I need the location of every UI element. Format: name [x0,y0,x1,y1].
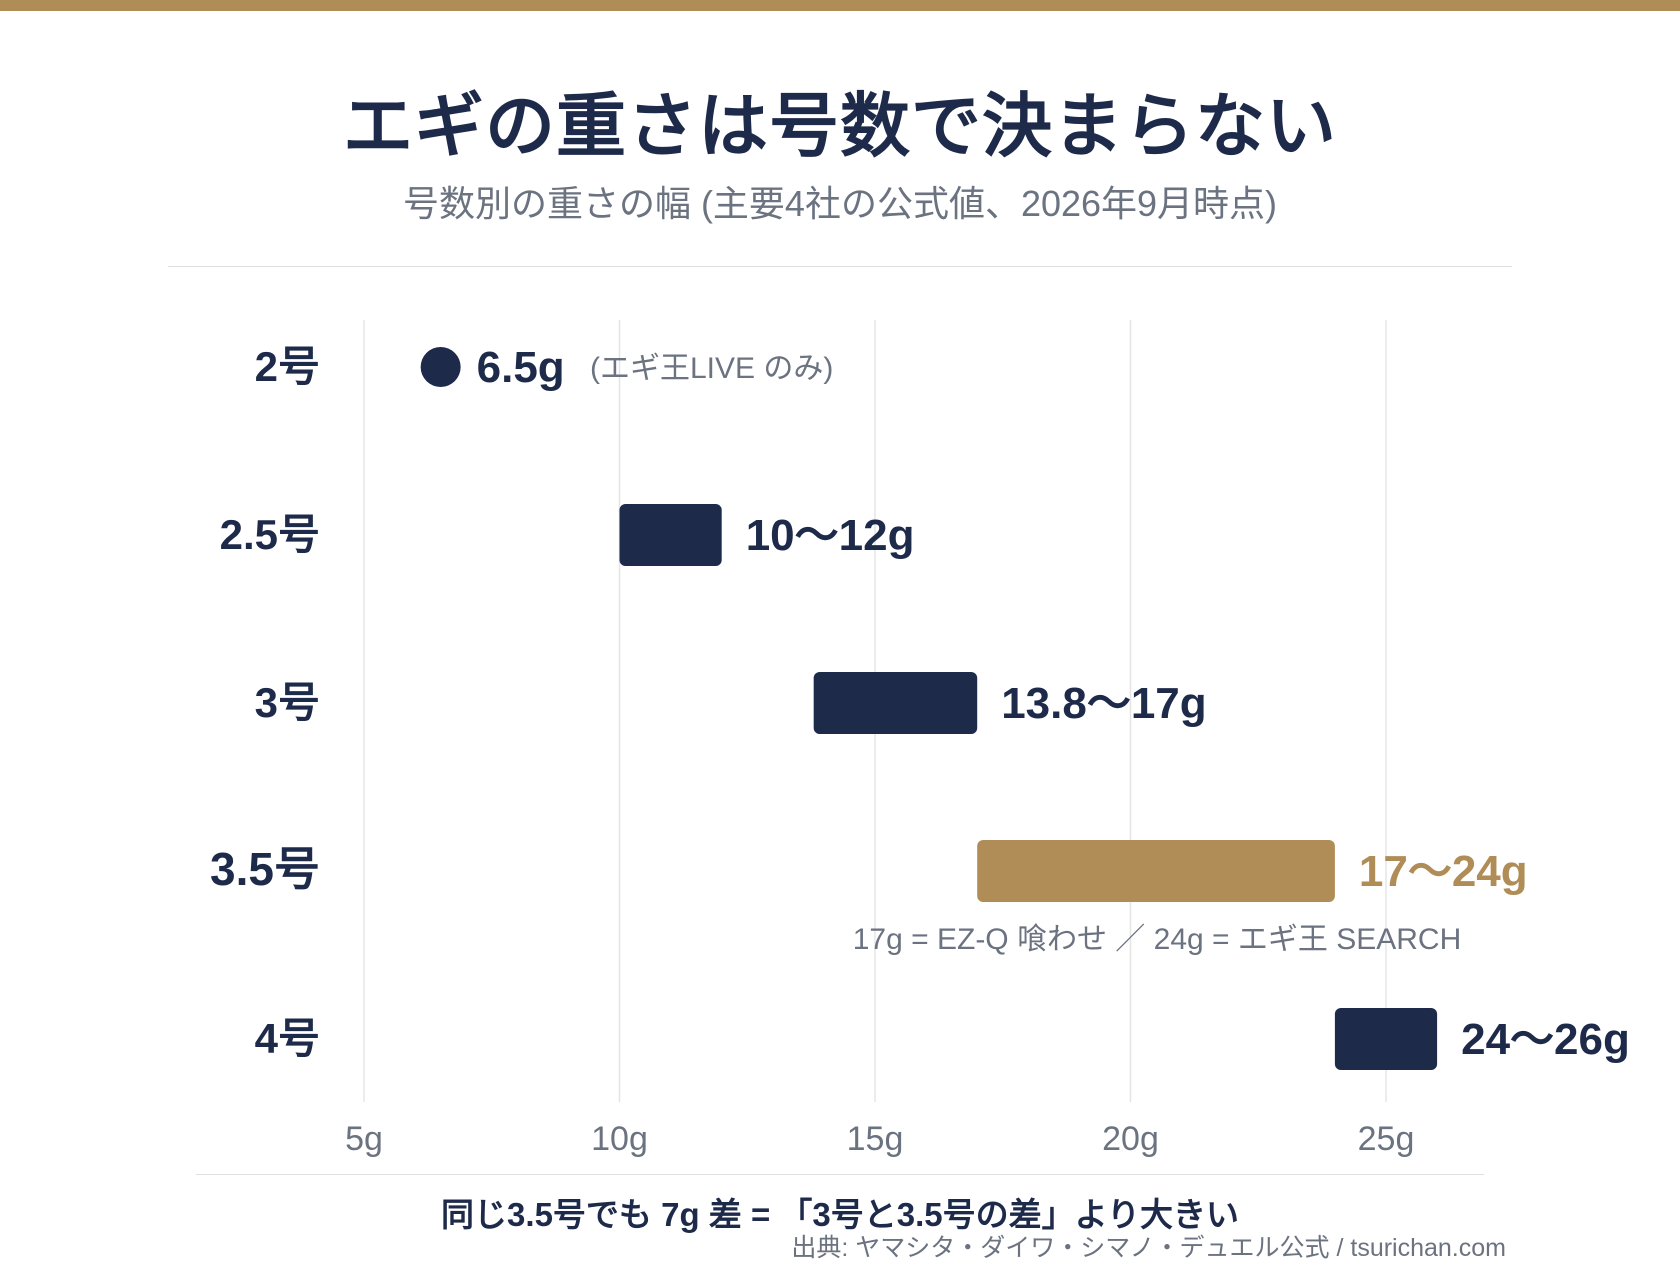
range-chart: 5g 10g 15g 20g 25g 2号 6.5g (エギ王LIVE のみ) 2.5号 10〜1… [210,320,1630,1158]
x-tick-label: 25g [1358,1120,1415,1158]
top-accent-bar [0,0,1680,11]
x-tick-label: 5g [345,1120,383,1158]
value-label: 6.5g [477,343,565,392]
category-label: 2号 [255,343,320,390]
top-divider [168,266,1512,267]
x-tick-label: 20g [1102,1120,1159,1158]
category-label: 3.5号 [210,843,320,895]
value-label: 24〜26g [1461,1015,1630,1064]
range-bar [813,672,978,734]
chart-title: エギの重さは号数で決まらない [343,87,1337,165]
category-label: 3号 [255,679,320,726]
range-bar [619,504,722,566]
row-annotation: 17g = EZ-Q 喰わせ ／ 24g = エギ王 SEARCH [853,923,1462,956]
x-tick-label: 15g [847,1120,904,1158]
range-bar [1334,1008,1438,1070]
row-note: (エギ王LIVE のみ) [590,352,833,385]
category-label: 4号 [255,1015,320,1062]
category-label: 2.5号 [220,511,320,558]
value-label: 17〜24g [1359,847,1528,896]
source-credit: 出典: ヤマシタ・ダイワ・シマノ・デュエル公式 / tsurichan.com [791,1234,1506,1262]
range-bar [977,840,1335,902]
x-tick-label: 10g [591,1120,648,1158]
point-marker [420,347,461,387]
footer-note: 同じ3.5号でも 7g 差 = 「3号と3.5号の差」より大きい [441,1196,1239,1233]
value-label: 13.8〜17g [1001,679,1206,728]
value-label: 10〜12g [746,511,915,560]
chart-subtitle: 号数別の重さの幅 (主要4社の公式値、2026年9月時点) [402,183,1278,224]
bottom-divider [196,1174,1484,1175]
